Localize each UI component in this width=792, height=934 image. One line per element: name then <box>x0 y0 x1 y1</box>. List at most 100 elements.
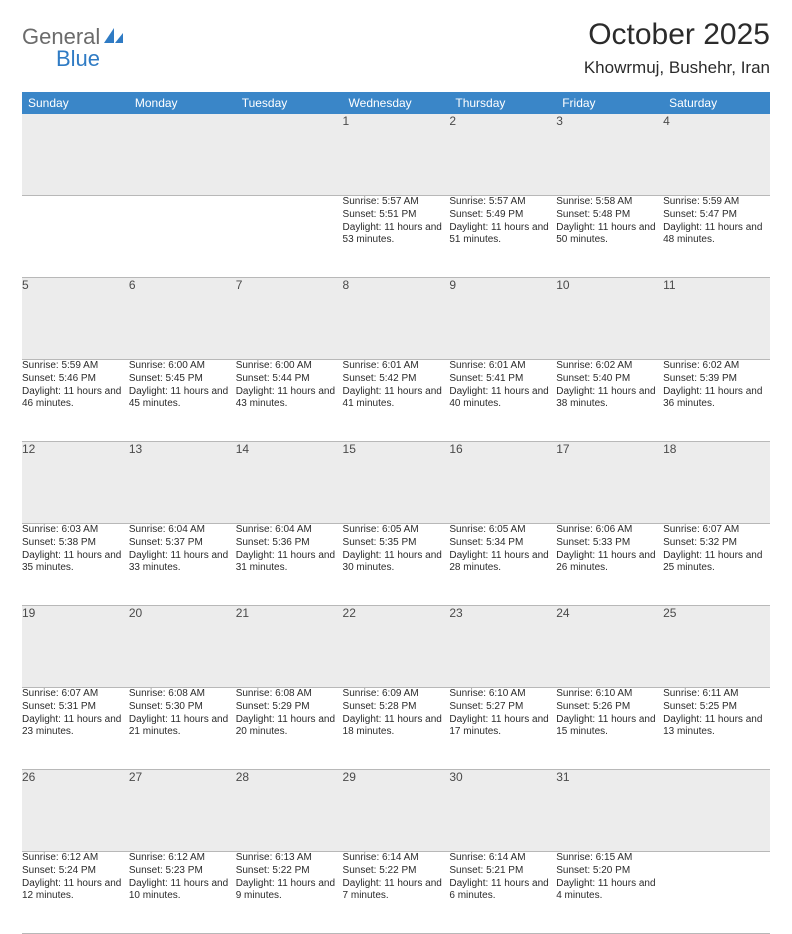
sunset-line: Sunset: 5:51 PM <box>343 209 450 222</box>
sunset-line: Sunset: 5:41 PM <box>449 373 556 386</box>
month-title: October 2025 <box>584 18 770 52</box>
daylight-line: Daylight: 11 hours and 51 minutes. <box>449 222 556 248</box>
day-content-cell <box>129 196 236 278</box>
day-number-cell: 12 <box>22 442 129 524</box>
sunset-line: Sunset: 5:24 PM <box>22 865 129 878</box>
day-content-cell: Sunrise: 6:14 AMSunset: 5:22 PMDaylight:… <box>343 852 450 934</box>
sunrise-line: Sunrise: 6:11 AM <box>663 688 770 701</box>
sunset-line: Sunset: 5:48 PM <box>556 209 663 222</box>
daylight-line: Daylight: 11 hours and 7 minutes. <box>343 878 450 904</box>
sunrise-line: Sunrise: 6:00 AM <box>236 360 343 373</box>
day-header-wednesday: Wednesday <box>343 92 450 114</box>
day-number-cell: 15 <box>343 442 450 524</box>
sunrise-line: Sunrise: 6:02 AM <box>556 360 663 373</box>
day-number-cell: 8 <box>343 278 450 360</box>
title-block: October 2025 Khowrmuj, Bushehr, Iran <box>584 18 770 78</box>
sunrise-line: Sunrise: 5:59 AM <box>663 196 770 209</box>
day-content-cell: Sunrise: 6:12 AMSunset: 5:24 PMDaylight:… <box>22 852 129 934</box>
sunset-line: Sunset: 5:49 PM <box>449 209 556 222</box>
day-content-cell: Sunrise: 6:02 AMSunset: 5:40 PMDaylight:… <box>556 360 663 442</box>
day-content-cell: Sunrise: 6:01 AMSunset: 5:42 PMDaylight:… <box>343 360 450 442</box>
sunrise-line: Sunrise: 6:02 AM <box>663 360 770 373</box>
daylight-line: Daylight: 11 hours and 38 minutes. <box>556 386 663 412</box>
sunrise-line: Sunrise: 6:05 AM <box>343 524 450 537</box>
sunrise-line: Sunrise: 5:58 AM <box>556 196 663 209</box>
sunrise-line: Sunrise: 6:12 AM <box>22 852 129 865</box>
day-content-cell <box>236 196 343 278</box>
day-content-cell: Sunrise: 6:01 AMSunset: 5:41 PMDaylight:… <box>449 360 556 442</box>
daylight-line: Daylight: 11 hours and 45 minutes. <box>129 386 236 412</box>
day-content-cell: Sunrise: 6:02 AMSunset: 5:39 PMDaylight:… <box>663 360 770 442</box>
day-number-cell: 7 <box>236 278 343 360</box>
sunrise-line: Sunrise: 5:59 AM <box>22 360 129 373</box>
day-number-cell: 11 <box>663 278 770 360</box>
day-number-cell: 21 <box>236 606 343 688</box>
day-number-cell: 26 <box>22 770 129 852</box>
sunrise-line: Sunrise: 6:08 AM <box>129 688 236 701</box>
sunset-line: Sunset: 5:47 PM <box>663 209 770 222</box>
sunrise-line: Sunrise: 6:01 AM <box>449 360 556 373</box>
daylight-line: Daylight: 11 hours and 25 minutes. <box>663 550 770 576</box>
day-number-cell: 1 <box>343 114 450 196</box>
day-number-cell: 3 <box>556 114 663 196</box>
daylight-line: Daylight: 11 hours and 40 minutes. <box>449 386 556 412</box>
day-number-cell: 13 <box>129 442 236 524</box>
day-number-row: 262728293031 <box>22 770 770 852</box>
sunset-line: Sunset: 5:37 PM <box>129 537 236 550</box>
day-content-cell: Sunrise: 6:15 AMSunset: 5:20 PMDaylight:… <box>556 852 663 934</box>
header: GeneralBlue October 2025 Khowrmuj, Bushe… <box>22 18 770 78</box>
sunset-line: Sunset: 5:42 PM <box>343 373 450 386</box>
sunset-line: Sunset: 5:36 PM <box>236 537 343 550</box>
day-content-cell: Sunrise: 6:03 AMSunset: 5:38 PMDaylight:… <box>22 524 129 606</box>
sunrise-line: Sunrise: 6:14 AM <box>449 852 556 865</box>
daylight-line: Daylight: 11 hours and 18 minutes. <box>343 714 450 740</box>
day-content-cell: Sunrise: 6:10 AMSunset: 5:27 PMDaylight:… <box>449 688 556 770</box>
daylight-line: Daylight: 11 hours and 31 minutes. <box>236 550 343 576</box>
daylight-line: Daylight: 11 hours and 17 minutes. <box>449 714 556 740</box>
sunset-line: Sunset: 5:26 PM <box>556 701 663 714</box>
sunrise-line: Sunrise: 6:09 AM <box>343 688 450 701</box>
daylight-line: Daylight: 11 hours and 21 minutes. <box>129 714 236 740</box>
sunrise-line: Sunrise: 6:07 AM <box>663 524 770 537</box>
day-number-cell <box>663 770 770 852</box>
day-number-cell: 14 <box>236 442 343 524</box>
daylight-line: Daylight: 11 hours and 36 minutes. <box>663 386 770 412</box>
sunset-line: Sunset: 5:20 PM <box>556 865 663 878</box>
sunrise-line: Sunrise: 6:08 AM <box>236 688 343 701</box>
day-number-cell: 9 <box>449 278 556 360</box>
daylight-line: Daylight: 11 hours and 9 minutes. <box>236 878 343 904</box>
sunset-line: Sunset: 5:23 PM <box>129 865 236 878</box>
sunset-line: Sunset: 5:27 PM <box>449 701 556 714</box>
sunrise-line: Sunrise: 6:13 AM <box>236 852 343 865</box>
sunset-line: Sunset: 5:32 PM <box>663 537 770 550</box>
daylight-line: Daylight: 11 hours and 48 minutes. <box>663 222 770 248</box>
day-number-cell: 25 <box>663 606 770 688</box>
sunrise-line: Sunrise: 6:15 AM <box>556 852 663 865</box>
sunset-line: Sunset: 5:31 PM <box>22 701 129 714</box>
day-number-row: 1234 <box>22 114 770 196</box>
sunset-line: Sunset: 5:39 PM <box>663 373 770 386</box>
daylight-line: Daylight: 11 hours and 23 minutes. <box>22 714 129 740</box>
daylight-line: Daylight: 11 hours and 33 minutes. <box>129 550 236 576</box>
day-number-cell: 5 <box>22 278 129 360</box>
sunrise-line: Sunrise: 6:14 AM <box>343 852 450 865</box>
day-number-cell: 19 <box>22 606 129 688</box>
daylight-line: Daylight: 11 hours and 50 minutes. <box>556 222 663 248</box>
day-content-cell: Sunrise: 6:06 AMSunset: 5:33 PMDaylight:… <box>556 524 663 606</box>
day-content-cell: Sunrise: 6:05 AMSunset: 5:34 PMDaylight:… <box>449 524 556 606</box>
day-number-cell: 18 <box>663 442 770 524</box>
day-content-cell: Sunrise: 5:57 AMSunset: 5:49 PMDaylight:… <box>449 196 556 278</box>
day-header-monday: Monday <box>129 92 236 114</box>
day-number-cell: 17 <box>556 442 663 524</box>
daylight-line: Daylight: 11 hours and 10 minutes. <box>129 878 236 904</box>
day-content-row: Sunrise: 6:07 AMSunset: 5:31 PMDaylight:… <box>22 688 770 770</box>
location: Khowrmuj, Bushehr, Iran <box>584 58 770 78</box>
day-header-thursday: Thursday <box>449 92 556 114</box>
day-header-friday: Friday <box>556 92 663 114</box>
daylight-line: Daylight: 11 hours and 12 minutes. <box>22 878 129 904</box>
sunset-line: Sunset: 5:38 PM <box>22 537 129 550</box>
day-number-cell: 16 <box>449 442 556 524</box>
day-content-cell: Sunrise: 5:59 AMSunset: 5:47 PMDaylight:… <box>663 196 770 278</box>
day-content-cell: Sunrise: 6:13 AMSunset: 5:22 PMDaylight:… <box>236 852 343 934</box>
sunset-line: Sunset: 5:25 PM <box>663 701 770 714</box>
